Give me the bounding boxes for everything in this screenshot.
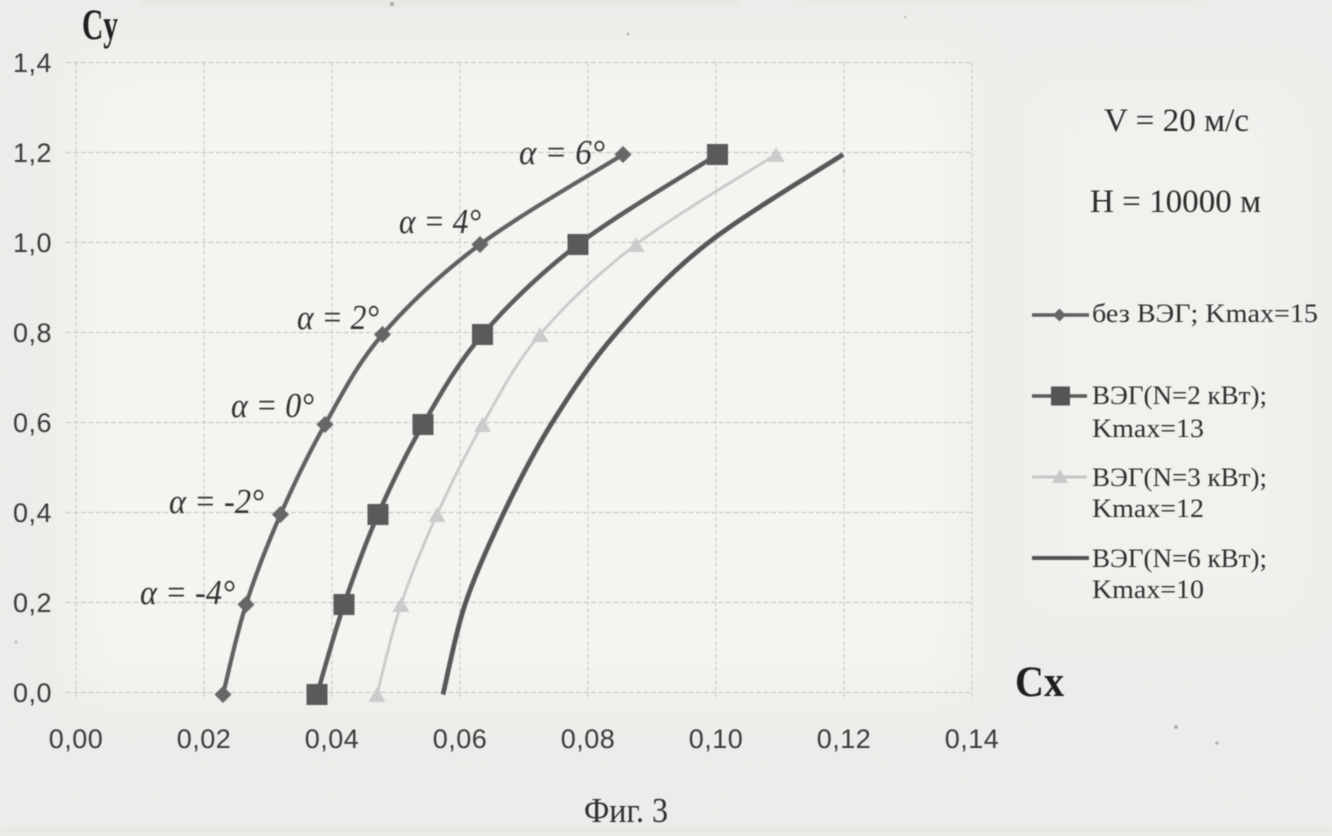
svg-text:0,12: 0,12 bbox=[817, 724, 872, 754]
svg-text:1,2: 1,2 bbox=[13, 138, 52, 168]
svg-text:α = 4°: α = 4° bbox=[399, 202, 481, 241]
svg-text:α = -2°: α = -2° bbox=[169, 482, 264, 521]
svg-text:Kmax=13: Kmax=13 bbox=[1092, 414, 1204, 443]
svg-text:0,08: 0,08 bbox=[561, 724, 616, 754]
svg-text:0,6: 0,6 bbox=[13, 408, 52, 438]
svg-text:0,8: 0,8 bbox=[13, 318, 52, 348]
svg-text:0,14: 0,14 bbox=[945, 724, 1000, 754]
svg-text:α = -4°: α = -4° bbox=[140, 573, 235, 612]
svg-text:0,04: 0,04 bbox=[305, 724, 360, 754]
svg-text:ВЭГ(N=3 кВт);: ВЭГ(N=3 кВт); bbox=[1092, 463, 1267, 492]
svg-text:V = 20 м/с: V = 20 м/с bbox=[1104, 103, 1249, 139]
svg-text:0,06: 0,06 bbox=[433, 724, 488, 754]
svg-text:α = 2°: α = 2° bbox=[297, 298, 379, 337]
svg-text:ВЭГ(N=6 кВт);: ВЭГ(N=6 кВт); bbox=[1092, 544, 1267, 573]
svg-text:0,4: 0,4 bbox=[13, 498, 52, 528]
svg-text:Фиг. 3: Фиг. 3 bbox=[584, 791, 668, 830]
svg-text:0,00: 0,00 bbox=[49, 724, 104, 754]
svg-text:0,02: 0,02 bbox=[177, 724, 232, 754]
svg-text:без ВЭГ; Kmax=15: без ВЭГ; Kmax=15 bbox=[1092, 299, 1318, 328]
svg-text:ВЭГ(N=2 кВт);: ВЭГ(N=2 кВт); bbox=[1092, 381, 1267, 410]
svg-text:0,2: 0,2 bbox=[13, 588, 52, 618]
svg-text:Cx: Cx bbox=[1015, 659, 1064, 706]
svg-text:1,4: 1,4 bbox=[13, 48, 52, 78]
svg-text:0,0: 0,0 bbox=[13, 678, 52, 708]
svg-text:Kmax=10: Kmax=10 bbox=[1092, 575, 1204, 604]
svg-text:H = 10000 м: H = 10000 м bbox=[1090, 184, 1261, 220]
svg-text:α = 6°: α = 6° bbox=[519, 133, 605, 172]
svg-text:Cy: Cy bbox=[82, 2, 118, 49]
svg-text:0,10: 0,10 bbox=[689, 724, 744, 754]
svg-text:α = 0°: α = 0° bbox=[231, 386, 314, 425]
svg-text:Kmax=12: Kmax=12 bbox=[1092, 494, 1204, 523]
svg-text:1,0: 1,0 bbox=[13, 228, 52, 258]
